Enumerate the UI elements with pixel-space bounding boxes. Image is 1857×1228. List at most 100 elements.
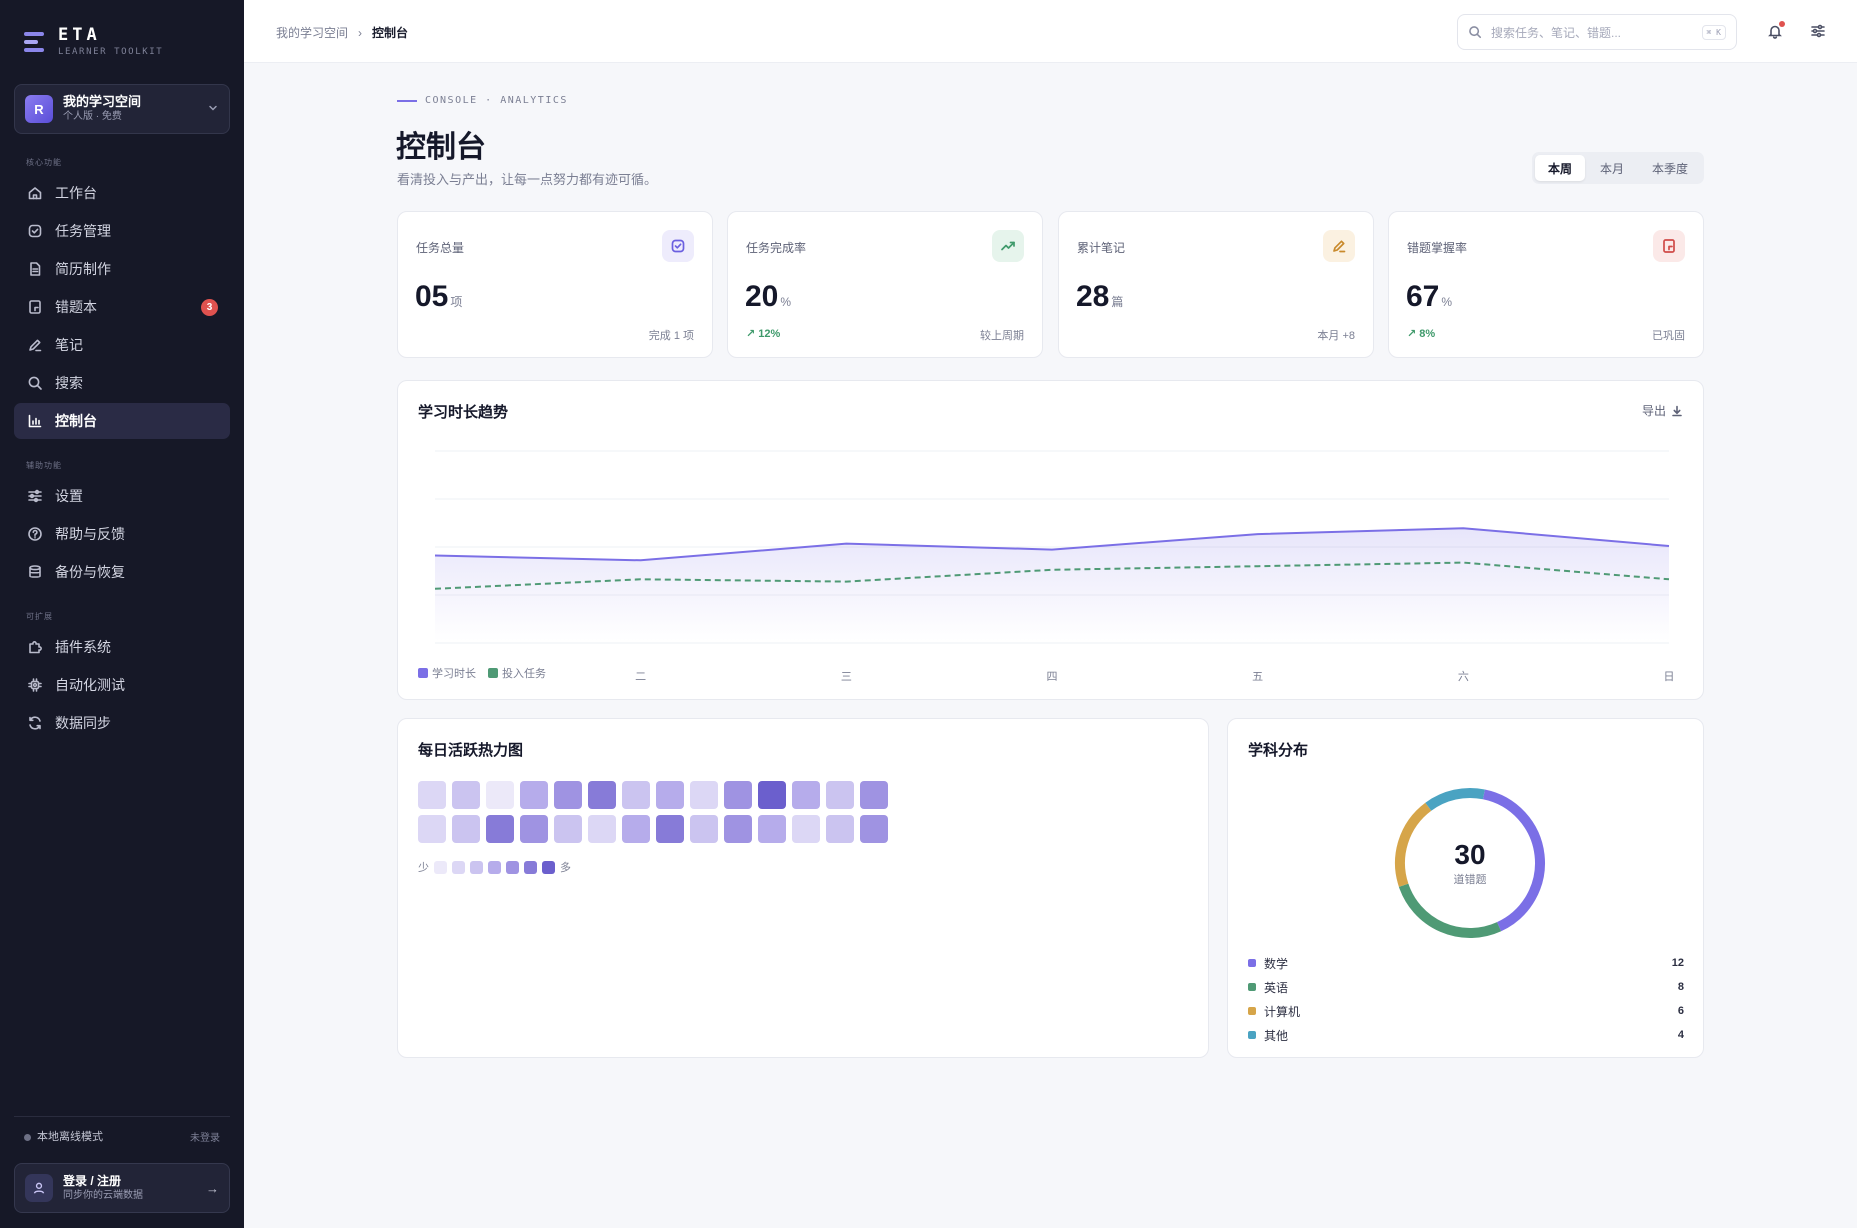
preferences-button[interactable] bbox=[1807, 20, 1829, 42]
breadcrumb-root[interactable]: 我的学习空间 bbox=[276, 26, 349, 40]
heatmap-cell[interactable] bbox=[554, 781, 582, 809]
search-input[interactable]: 搜索任务、笔记、错题... ⌘ K bbox=[1457, 14, 1737, 50]
brand-logo[interactable]: ETA LEARNER TOOLKIT bbox=[24, 26, 163, 57]
user-icon bbox=[25, 1174, 53, 1202]
search-placeholder: 搜索任务、笔记、错题... bbox=[1491, 25, 1622, 40]
eyebrow-text: CONSOLE · ANALYTICS bbox=[425, 95, 568, 106]
sidebar-item-pen[interactable]: 笔记 bbox=[14, 327, 230, 363]
heatmap-cell[interactable] bbox=[554, 815, 582, 843]
heatmap-cell[interactable] bbox=[452, 815, 480, 843]
heatmap-cell[interactable] bbox=[826, 781, 854, 809]
heatmap-cell[interactable] bbox=[792, 815, 820, 843]
heatmap-cell[interactable] bbox=[860, 781, 888, 809]
stat-footnote: 已巩固 bbox=[1652, 330, 1685, 342]
heatmap-cell[interactable] bbox=[860, 815, 888, 843]
sidebar-item-sliders[interactable]: 设置 bbox=[14, 478, 230, 514]
trend-card-title: 学习时长趋势 bbox=[418, 404, 509, 421]
sliders-icon bbox=[1811, 24, 1825, 38]
sidebar-item-home[interactable]: 工作台 bbox=[14, 175, 230, 211]
subject-legend: 数学 12 英语 8 计算机 6 其他 4 bbox=[1248, 951, 1684, 1047]
heatmap-cell[interactable] bbox=[690, 815, 718, 843]
sidebar-item-label: 备份与恢复 bbox=[55, 564, 125, 580]
stat-label: 累计笔记 bbox=[1077, 241, 1126, 255]
heatmap-cell[interactable] bbox=[452, 781, 480, 809]
top-bar: 我的学习空间 › 控制台 搜索任务、笔记、错题... ⌘ K bbox=[244, 0, 1857, 63]
donut-slice[interactable] bbox=[1425, 788, 1485, 811]
trend-legend: 学习时长 投入任务 bbox=[418, 665, 546, 681]
login-button[interactable]: 登录 / 注册 同步你的云端数据 → bbox=[14, 1163, 230, 1213]
sidebar-item-database[interactable]: 备份与恢复 bbox=[14, 554, 230, 590]
bell-icon bbox=[1768, 25, 1782, 39]
heatmap-cell[interactable] bbox=[486, 815, 514, 843]
sidebar-item-document[interactable]: 简历制作 bbox=[14, 251, 230, 287]
heatmap-cell[interactable] bbox=[656, 781, 684, 809]
export-label: 导出 bbox=[1641, 404, 1666, 418]
stat-value: 05 项 bbox=[415, 280, 463, 313]
sidebar-item-sync[interactable]: 数据同步 bbox=[14, 705, 230, 741]
sidebar-item-help[interactable]: 帮助与反馈 bbox=[14, 516, 230, 552]
heatmap-cell[interactable] bbox=[588, 781, 616, 809]
legend-label: 学习时长 bbox=[432, 668, 476, 680]
nav-section-core: 核心功能 bbox=[26, 158, 62, 167]
subject-distribution-card: 学科分布 30 道错题 数学 12 英语 8 计算机 6 其他 4 bbox=[1227, 718, 1704, 1058]
sidebar-item-label: 工作台 bbox=[55, 185, 97, 201]
x-tick-label: 五 bbox=[1252, 671, 1264, 683]
sidebar-item-bar-chart[interactable]: 控制台 bbox=[14, 403, 230, 439]
donut-slice[interactable] bbox=[1395, 802, 1432, 887]
heatmap-cell[interactable] bbox=[418, 815, 446, 843]
heatmap-cell[interactable] bbox=[724, 781, 752, 809]
x-tick-label: 四 bbox=[1046, 671, 1058, 683]
login-subtitle: 同步你的云端数据 bbox=[63, 1189, 143, 1201]
trend-chart bbox=[434, 450, 1670, 644]
heatmap-cell[interactable] bbox=[826, 815, 854, 843]
period-month-tab[interactable]: 本月 bbox=[1600, 161, 1625, 176]
offline-status: 本地离线模式 未登录 bbox=[24, 1128, 220, 1144]
legend-item[interactable]: 学习时长 bbox=[418, 665, 476, 681]
page-description: 看清投入与产出，让每一点努力都有迹可循。 bbox=[397, 172, 658, 187]
heatmap-cell[interactable] bbox=[520, 815, 548, 843]
heatmap-cell[interactable] bbox=[486, 781, 514, 809]
heatmap-cell[interactable] bbox=[656, 815, 684, 843]
sidebar-item-label: 数据同步 bbox=[55, 715, 111, 731]
legend-item[interactable]: 投入任务 bbox=[488, 665, 546, 681]
stat-trend: ↗ 8% bbox=[1407, 328, 1436, 340]
page-eyebrow: CONSOLE · ANALYTICS bbox=[397, 95, 568, 106]
offline-mode-label: 本地离线模式 bbox=[37, 1131, 103, 1143]
sidebar-item-puzzle[interactable]: 插件系统 bbox=[14, 629, 230, 665]
workspace-avatar: R bbox=[25, 95, 53, 123]
export-button[interactable]: 导出 bbox=[1642, 402, 1683, 419]
heatmap-cell[interactable] bbox=[588, 815, 616, 843]
heatmap-cell[interactable] bbox=[690, 781, 718, 809]
trend-up-icon bbox=[992, 230, 1024, 262]
heatmap-cell[interactable] bbox=[792, 781, 820, 809]
stat-unit: % bbox=[780, 295, 792, 309]
legend-swatch bbox=[488, 668, 498, 678]
sidebar-item-notebook[interactable]: 错题本 3 bbox=[14, 289, 230, 325]
brand-title: ETA bbox=[58, 25, 101, 45]
heatmap-cell[interactable] bbox=[622, 781, 650, 809]
legend-low-label: 少 bbox=[418, 862, 429, 874]
subject-donut-chart: 30 道错题 bbox=[1392, 785, 1548, 941]
legend-swatch bbox=[1248, 1007, 1256, 1015]
logo-icon bbox=[24, 31, 46, 52]
sidebar-item-search[interactable]: 搜索 bbox=[14, 365, 230, 401]
heatmap-cell[interactable] bbox=[418, 781, 446, 809]
sidebar-item-chip[interactable]: 自动化测试 bbox=[14, 667, 230, 703]
workspace-switcher[interactable]: R 我的学习空间 个人版 · 免费 bbox=[14, 84, 230, 134]
sidebar-item-checkbox[interactable]: 任务管理 bbox=[14, 213, 230, 249]
heatmap-cell[interactable] bbox=[622, 815, 650, 843]
period-week-tab[interactable]: 本周 bbox=[1535, 155, 1586, 181]
subject-title: 学科分布 bbox=[1248, 742, 1309, 759]
donut-slice[interactable] bbox=[1398, 883, 1502, 938]
heatmap-cell[interactable] bbox=[520, 781, 548, 809]
heatmap-cell[interactable] bbox=[724, 815, 752, 843]
activity-heatmap-card: 每日活跃热力图 少多 bbox=[397, 718, 1209, 1058]
notification-button[interactable] bbox=[1764, 20, 1786, 42]
period-quarter-tab[interactable]: 本季度 bbox=[1652, 161, 1689, 176]
donut-slice[interactable] bbox=[1482, 789, 1545, 932]
sidebar-item-label: 搜索 bbox=[55, 375, 83, 391]
heatmap-cell[interactable] bbox=[758, 815, 786, 843]
download-icon bbox=[1672, 405, 1682, 416]
heatmap-cell[interactable] bbox=[758, 781, 786, 809]
sidebar-item-label: 控制台 bbox=[55, 413, 97, 429]
